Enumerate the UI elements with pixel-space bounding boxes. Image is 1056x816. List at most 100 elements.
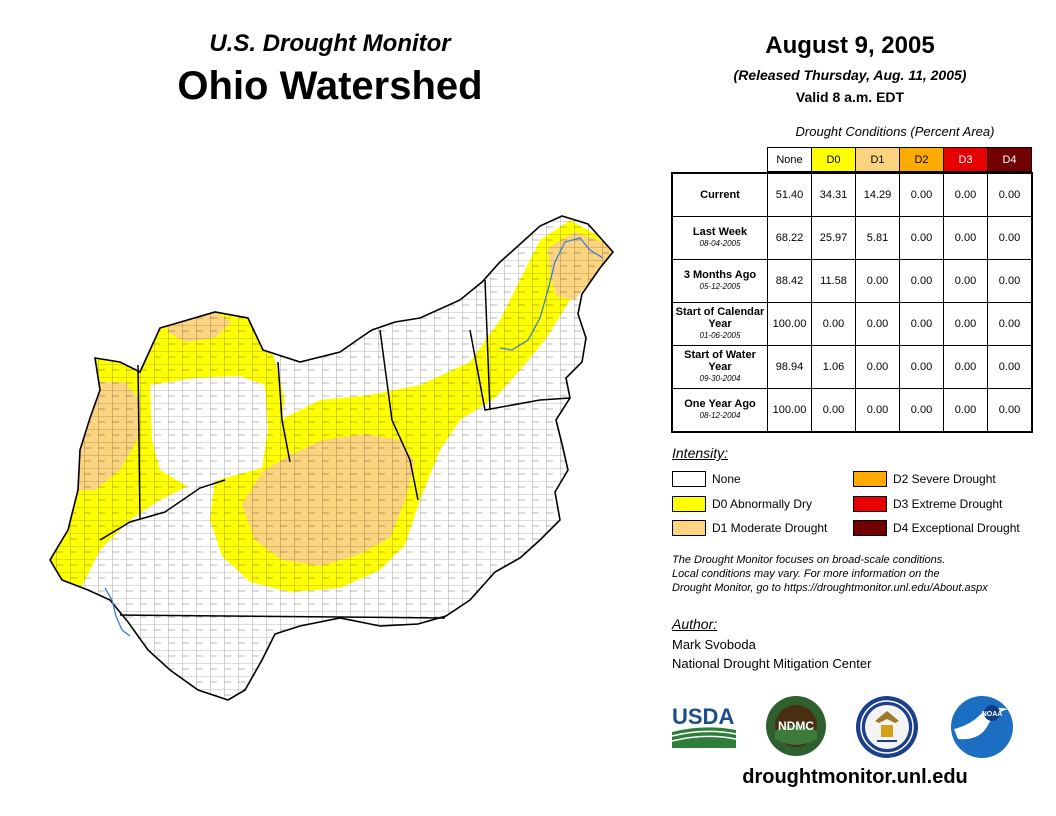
value-cell-d1: 14.29: [855, 172, 900, 217]
legend-title: Intensity:: [672, 445, 729, 461]
legend-swatch: [672, 471, 706, 487]
value-cell-d2: 0.00: [899, 388, 944, 433]
legend-label: None: [712, 472, 741, 486]
conditions-title: Drought Conditions (Percent Area): [795, 124, 995, 139]
usda-logo: USDA: [671, 704, 737, 748]
usda-logo-text: USDA: [672, 704, 734, 729]
value-cell-d4: 0.00: [987, 259, 1033, 303]
note-line: The Drought Monitor focuses on broad-sca…: [672, 554, 946, 566]
value-cell-d3: 0.00: [943, 172, 988, 217]
value-cell-d1: 0.00: [855, 302, 900, 346]
legend-item-none: None: [672, 471, 741, 487]
conditions-row: Start of Water Year 09-30-2004 98.94 1.06 0.…: [671, 345, 1033, 389]
conditions-row: Last Week 08-04-2005 68.22 25.97 5.81 0.00 0.0…: [671, 216, 1033, 260]
map-title: Ohio Watershed: [177, 64, 483, 108]
watershed-map: [49, 215, 614, 701]
value-cell-d1: 0.00: [855, 345, 900, 389]
conditions-table: Current 51.40 34.31 14.29 0.00 0.00 0.00 Last W…: [671, 172, 1033, 433]
value-cell-d2: 0.00: [899, 302, 944, 346]
ndmc-logo: NDMC: [766, 696, 826, 756]
note-line: Drought Monitor, go to https://droughtmo…: [672, 582, 988, 594]
river-southwest: [104, 587, 131, 637]
col-d0: D0: [811, 147, 856, 172]
row-label-text: Current: [700, 189, 740, 201]
author-organization: National Drought Mitigation Center: [672, 656, 872, 671]
row-label-text: One Year Ago: [684, 398, 756, 410]
value-cell-none: 98.94: [767, 345, 812, 389]
legend-label: D3 Extreme Drought: [893, 497, 1003, 511]
row-label: Current: [671, 172, 768, 217]
noaa-logo-text: NOAA: [982, 711, 1003, 718]
value-cell-d3: 0.00: [943, 345, 988, 389]
value-cell-d4: 0.00: [987, 172, 1033, 217]
legend-swatch: [853, 520, 887, 536]
legend-swatch: [672, 496, 706, 512]
legend-label: D1 Moderate Drought: [712, 521, 828, 535]
disclaimer-note: The Drought Monitor focuses on broad-sca…: [672, 553, 1052, 595]
conditions-row: Start of Calendar Year 01-06-2005 100.00 0.…: [671, 302, 1033, 346]
value-cell-d2: 0.00: [899, 172, 944, 217]
col-d2: D2: [899, 147, 944, 172]
legend-swatch: [672, 520, 706, 536]
value-cell-d4: 0.00: [987, 345, 1033, 389]
map-date: August 9, 2005: [765, 32, 935, 59]
legend-item-d2: D2 Severe Drought: [853, 471, 996, 487]
noaa-logo: NOAA: [951, 696, 1013, 758]
value-cell-d4: 0.00: [987, 302, 1033, 346]
value-cell-d2: 0.00: [899, 216, 944, 260]
conditions-header: None D0 D1 D2 D3 D4: [767, 147, 1032, 172]
state-boundaries: [99, 279, 571, 619]
row-date: 01-06-2005: [699, 331, 741, 340]
row-label-text: Last Week: [692, 226, 748, 238]
value-cell-none: 68.22: [767, 216, 812, 260]
legend-label: D4 Exceptional Drought: [893, 521, 1020, 535]
value-cell-d0: 11.58: [811, 259, 856, 303]
legend-item-d1: D1 Moderate Drought: [672, 520, 827, 536]
row-date: 05-12-2005: [699, 282, 741, 291]
value-cell-d4: 0.00: [987, 388, 1033, 433]
row-date: 08-04-2005: [699, 239, 741, 248]
col-d1: D1: [855, 147, 900, 172]
value-cell-d3: 0.00: [943, 259, 988, 303]
row-date: 08-12-2004: [699, 411, 741, 420]
footer-url[interactable]: droughtmonitor.unl.edu: [742, 766, 968, 788]
value-cell-d3: 0.00: [943, 216, 988, 260]
value-cell-d0: 1.06: [811, 345, 856, 389]
value-cell-none: 88.42: [767, 259, 812, 303]
row-label: Start of Water Year 09-30-2004: [671, 345, 768, 389]
value-cell-d4: 0.00: [987, 216, 1033, 260]
legend-item-d0: D0 Abnormally Dry: [672, 496, 812, 512]
value-cell-none: 51.40: [767, 172, 812, 217]
row-label: 3 Months Ago 05-12-2005: [671, 259, 768, 303]
row-label-text: 3 Months Ago: [683, 269, 757, 281]
ndmc-logo-text: NDMC: [778, 719, 814, 733]
value-cell-d0: 0.00: [811, 388, 856, 433]
value-cell-d0: 25.97: [811, 216, 856, 260]
row-date: 09-30-2004: [699, 374, 741, 383]
legend-label: D0 Abnormally Dry: [712, 497, 813, 511]
row-label-text: Start of Water Year: [684, 349, 756, 373]
col-d3: D3: [943, 147, 988, 172]
value-cell-d2: 0.00: [899, 259, 944, 303]
conditions-row: 3 Months Ago 05-12-2005 88.42 11.58 0.00 0.00…: [671, 259, 1033, 303]
row-label: One Year Ago 08-12-2004: [671, 388, 768, 433]
note-line: Local conditions may vary. For more info…: [672, 568, 940, 580]
army-corps-seal-icon: [856, 696, 918, 758]
legend-item-d3: D3 Extreme Drought: [853, 496, 1002, 512]
author-label: Author:: [672, 616, 718, 632]
legend-item-d4: D4 Exceptional Drought: [853, 520, 1020, 536]
value-cell-d2: 0.00: [899, 345, 944, 389]
legend-label: D2 Severe Drought: [893, 472, 996, 486]
col-none: None: [767, 147, 812, 172]
value-cell-d0: 34.31: [811, 172, 856, 217]
value-cell-d1: 0.00: [855, 259, 900, 303]
value-cell-d1: 5.81: [855, 216, 900, 260]
row-label: Last Week 08-04-2005: [671, 216, 768, 260]
row-label: Start of Calendar Year 01-06-2005: [671, 302, 768, 346]
conditions-row: One Year Ago 08-12-2004 100.00 0.00 0.00 0.00…: [671, 388, 1033, 433]
legend-swatch: [853, 471, 887, 487]
value-cell-d3: 0.00: [943, 302, 988, 346]
conditions-row: Current 51.40 34.31 14.29 0.00 0.00 0.00: [671, 172, 1033, 217]
value-cell-d3: 0.00: [943, 388, 988, 433]
map-subtitle: U.S. Drought Monitor: [209, 30, 451, 57]
